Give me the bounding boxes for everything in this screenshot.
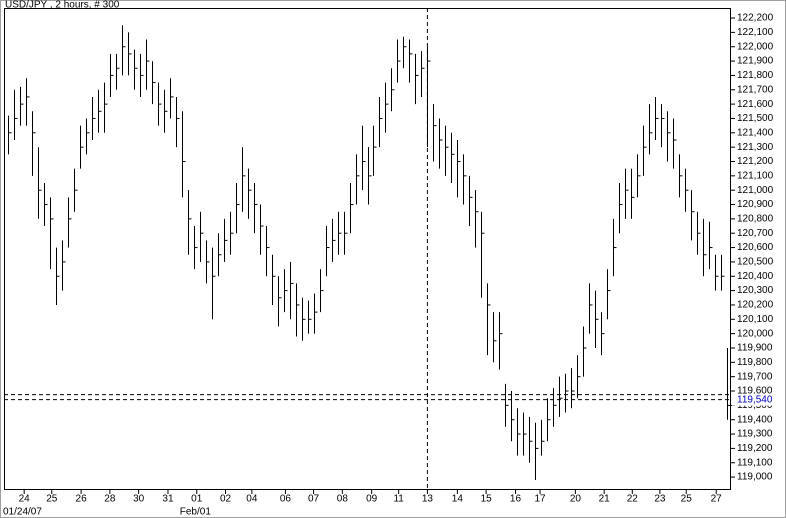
x-tick-label: 26 bbox=[76, 494, 88, 505]
x-tick-label: 24 bbox=[19, 494, 31, 505]
x-tick-label: 25 bbox=[681, 494, 693, 505]
x-tick-label: 27 bbox=[711, 494, 723, 505]
plot-area bbox=[4, 8, 731, 490]
y-tick-label: 122,200 bbox=[737, 13, 774, 24]
y-tick-label: 119,400 bbox=[737, 414, 773, 425]
y-tick-label: 120,500 bbox=[737, 257, 774, 268]
y-tick-label: 121,100 bbox=[737, 170, 774, 181]
x-tick-label: 06 bbox=[280, 494, 292, 505]
y-tick-label: 119,100 bbox=[737, 457, 773, 468]
price-label: 119,540 bbox=[737, 394, 773, 405]
y-tick-label: 121,500 bbox=[737, 113, 774, 124]
y-tick-label: 119,200 bbox=[737, 443, 773, 454]
x-tick-label: 08 bbox=[337, 494, 349, 505]
x-sublabel: 01/24/07 bbox=[3, 507, 42, 518]
y-tick-label: 121,400 bbox=[737, 127, 774, 138]
x-tick-label: 13 bbox=[422, 494, 434, 505]
y-tick-label: 119,900 bbox=[737, 343, 773, 354]
y-tick-label: 120,800 bbox=[737, 214, 774, 225]
price-label-box bbox=[732, 393, 782, 406]
x-tick-label: 28 bbox=[104, 494, 116, 505]
y-tick-label: 121,600 bbox=[737, 99, 774, 110]
y-tick-label: 122,000 bbox=[737, 41, 774, 52]
x-tick-label: 23 bbox=[654, 494, 666, 505]
y-tick-label: 119,300 bbox=[737, 429, 773, 440]
x-tick-label: 14 bbox=[452, 494, 464, 505]
x-sublabel: Feb/01 bbox=[180, 507, 212, 518]
x-tick-label: 31 bbox=[162, 494, 174, 505]
y-tick-label: 121,800 bbox=[737, 70, 774, 81]
x-tick-label: 04 bbox=[246, 494, 258, 505]
y-tick-label: 120,300 bbox=[737, 285, 774, 296]
x-tick-label: 07 bbox=[308, 494, 320, 505]
y-tick-label: 119,700 bbox=[737, 371, 773, 382]
x-tick-label: 20 bbox=[570, 494, 582, 505]
y-tick-label: 119,800 bbox=[737, 357, 773, 368]
x-tick-label: 17 bbox=[534, 494, 546, 505]
x-tick-label: 25 bbox=[46, 494, 58, 505]
y-tick-label: 120,900 bbox=[737, 199, 774, 210]
y-tick-label: 121,300 bbox=[737, 142, 774, 153]
y-tick-label: 121,200 bbox=[737, 156, 774, 167]
y-tick-label: 119,600 bbox=[737, 386, 773, 397]
y-tick-label: 120,400 bbox=[737, 271, 774, 282]
x-tick-label: 21 bbox=[599, 494, 611, 505]
x-tick-label: 11 bbox=[393, 494, 404, 505]
x-tick-label: 02 bbox=[220, 494, 232, 505]
y-tick-label: 121,900 bbox=[737, 56, 774, 67]
y-tick-label: 120,100 bbox=[737, 314, 774, 325]
x-tick-label: 09 bbox=[366, 494, 378, 505]
y-tick-label: 119,000 bbox=[737, 472, 773, 483]
y-tick-label: 121,700 bbox=[737, 84, 774, 95]
y-tick-label: 120,000 bbox=[737, 328, 774, 339]
chart-title: USD/JPY , 2 hours, # 300 bbox=[5, 0, 120, 11]
y-tick-label: 120,200 bbox=[737, 300, 774, 311]
y-tick-label: 120,700 bbox=[737, 228, 774, 239]
y-tick-label: 121,000 bbox=[737, 185, 774, 196]
x-tick-label: 22 bbox=[627, 494, 639, 505]
x-tick-label: 15 bbox=[481, 494, 493, 505]
y-tick-label: 120,600 bbox=[737, 242, 774, 253]
x-tick-label: 30 bbox=[133, 494, 145, 505]
x-tick-label: 01 bbox=[191, 494, 203, 505]
x-tick-label: 16 bbox=[510, 494, 522, 505]
y-tick-label: 122,100 bbox=[737, 27, 774, 38]
